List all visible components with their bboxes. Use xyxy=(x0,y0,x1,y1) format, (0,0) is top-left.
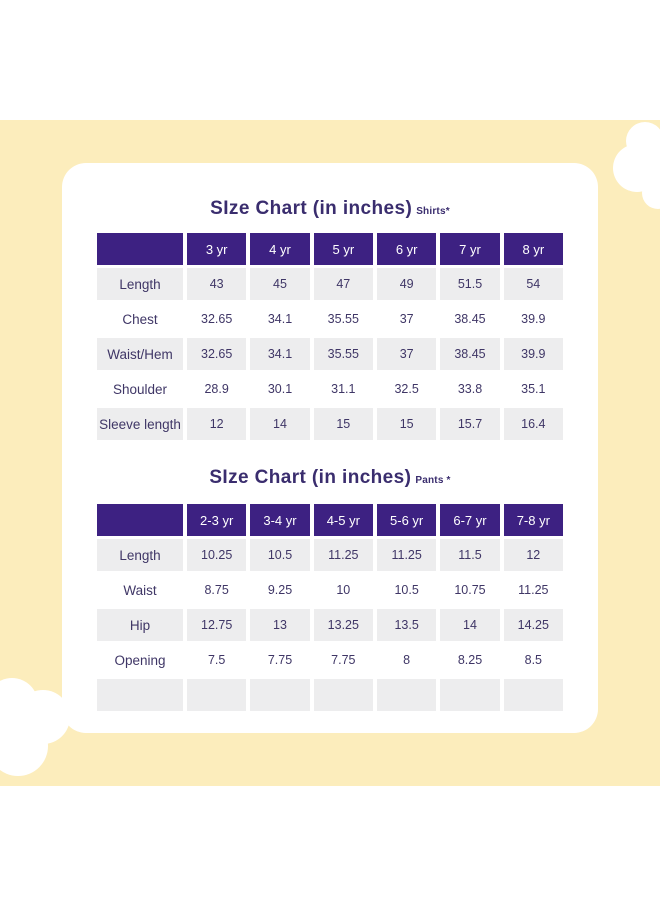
row-label-cell: Length xyxy=(97,268,183,300)
value-cell xyxy=(187,679,247,711)
size-chart-card: SIze Chart (in inches) Shirts* 3 yr 4 yr 5 … xyxy=(62,163,598,733)
value-cell: 7.5 xyxy=(207,653,226,667)
shirts-chart-title: SIze Chart (in inches) Shirts* xyxy=(97,195,563,226)
value-cell: 32.5 xyxy=(394,382,419,396)
shirts-title-text: SIze Chart (in inches) xyxy=(210,198,413,219)
value-cell: 15.7 xyxy=(440,408,500,440)
value-cell: 13.5 xyxy=(376,609,437,641)
column-header-cell: 6 yr xyxy=(376,233,437,265)
value-cell: 39.9 xyxy=(521,312,546,326)
value-cell: 14 xyxy=(250,408,310,440)
pants-size-table: 2-3 yr 3-4 yr 4-5 yr 5-6 yr 6-7 yr 7-8 yr Leng… xyxy=(97,504,563,711)
value-cell: 10.5 xyxy=(394,583,419,597)
value-cell: 32.65 xyxy=(187,338,247,370)
value-cell: 8.75 xyxy=(204,583,229,597)
column-header-cell: 8 yr xyxy=(503,233,563,265)
value-cell: 32.65 xyxy=(201,312,233,326)
column-header-cell: 7-8 yr xyxy=(503,504,563,536)
column-header-cell: 4-5 yr xyxy=(313,504,373,536)
column-header-cell: 5-6 yr xyxy=(376,504,437,536)
row-label-cell: Length xyxy=(97,539,183,571)
value-cell: 9.25 xyxy=(267,583,293,597)
value-cell: 11.25 xyxy=(518,583,549,597)
shirts-title-tag: Shirts* xyxy=(416,206,450,217)
cloud-lobe xyxy=(645,135,660,179)
value-cell: 38.45 xyxy=(440,338,500,370)
column-header-cell: 3-4 yr xyxy=(250,504,310,536)
row-label-cell: Sleeve length xyxy=(97,408,183,440)
value-cell: 35.55 xyxy=(313,338,373,370)
value-cell: 8.5 xyxy=(524,653,543,667)
value-cell: 45 xyxy=(250,268,310,300)
value-cell xyxy=(376,679,437,711)
value-cell: 15 xyxy=(313,408,373,440)
value-cell: 7.75 xyxy=(267,653,293,667)
value-cell: 15 xyxy=(376,408,437,440)
value-cell xyxy=(503,679,563,711)
value-cell: 51.5 xyxy=(440,268,500,300)
value-cell: 28.9 xyxy=(204,382,229,396)
value-cell: 47 xyxy=(313,268,373,300)
value-cell xyxy=(440,679,500,711)
value-cell: 30.1 xyxy=(267,382,293,396)
value-cell: 35.1 xyxy=(521,382,546,396)
shirts-size-table: 3 yr 4 yr 5 yr 6 yr 7 yr 8 yr Length 43 45 47 49 51… xyxy=(97,233,563,440)
value-cell: 14.25 xyxy=(503,609,563,641)
value-cell: 8 xyxy=(403,653,411,667)
value-cell: 49 xyxy=(376,268,437,300)
row-label-cell: Waist xyxy=(123,582,157,598)
value-cell: 10 xyxy=(336,583,351,597)
row-label-cell: Hip xyxy=(97,609,183,641)
column-header-cell: 4 yr xyxy=(250,233,310,265)
value-cell: 11.25 xyxy=(376,539,437,571)
column-header-cell: 3 yr xyxy=(187,233,247,265)
row-label-cell: Waist/Hem xyxy=(97,338,183,370)
value-cell: 34.1 xyxy=(267,312,293,326)
value-cell: 10.5 xyxy=(250,539,310,571)
value-cell: 33.8 xyxy=(457,382,483,396)
value-cell: 37 xyxy=(376,338,437,370)
value-cell: 11.25 xyxy=(313,539,373,571)
value-cell: 12.75 xyxy=(187,609,247,641)
column-header-cell: 5 yr xyxy=(313,233,373,265)
value-cell: 37 xyxy=(399,312,414,326)
value-cell: 12 xyxy=(187,408,247,440)
pants-size-chart-section: SIze Chart (in inches) Pants * 2-3 yr 3-4 … xyxy=(97,464,563,711)
shirts-size-chart-section: SIze Chart (in inches) Shirts* 3 yr 4 yr 5 … xyxy=(97,195,563,440)
cloud-lobe xyxy=(642,177,660,209)
column-header-cell xyxy=(97,233,183,265)
row-label-cell: Chest xyxy=(122,311,158,327)
value-cell: 10.25 xyxy=(187,539,247,571)
value-cell: 12 xyxy=(503,539,563,571)
value-cell: 14 xyxy=(440,609,500,641)
column-header-cell: 7 yr xyxy=(440,233,500,265)
column-header-cell: 2-3 yr xyxy=(187,504,247,536)
value-cell: 54 xyxy=(503,268,563,300)
column-header-cell: 6-7 yr xyxy=(440,504,500,536)
row-label-cell: Shoulder xyxy=(112,381,168,397)
row-label-cell xyxy=(97,679,183,711)
value-cell xyxy=(313,679,373,711)
value-cell: 13.25 xyxy=(313,609,373,641)
pants-chart-title: SIze Chart (in inches) Pants * xyxy=(97,464,563,495)
value-cell: 35.55 xyxy=(327,312,359,326)
column-header-cell xyxy=(97,504,183,536)
value-cell: 16.4 xyxy=(503,408,563,440)
value-cell xyxy=(250,679,310,711)
value-cell: 31.1 xyxy=(331,382,356,396)
value-cell: 11.5 xyxy=(440,539,500,571)
value-cell: 10.75 xyxy=(454,583,486,597)
pants-title-tag: Pants * xyxy=(415,475,451,486)
value-cell: 34.1 xyxy=(250,338,310,370)
value-cell: 38.45 xyxy=(454,312,486,326)
value-cell: 7.75 xyxy=(331,653,356,667)
pants-title-text: SIze Chart (in inches) xyxy=(209,467,412,488)
row-label-cell: Opening xyxy=(114,652,166,668)
value-cell: 13 xyxy=(250,609,310,641)
value-cell: 43 xyxy=(187,268,247,300)
value-cell: 39.9 xyxy=(503,338,563,370)
value-cell: 8.25 xyxy=(457,653,483,667)
